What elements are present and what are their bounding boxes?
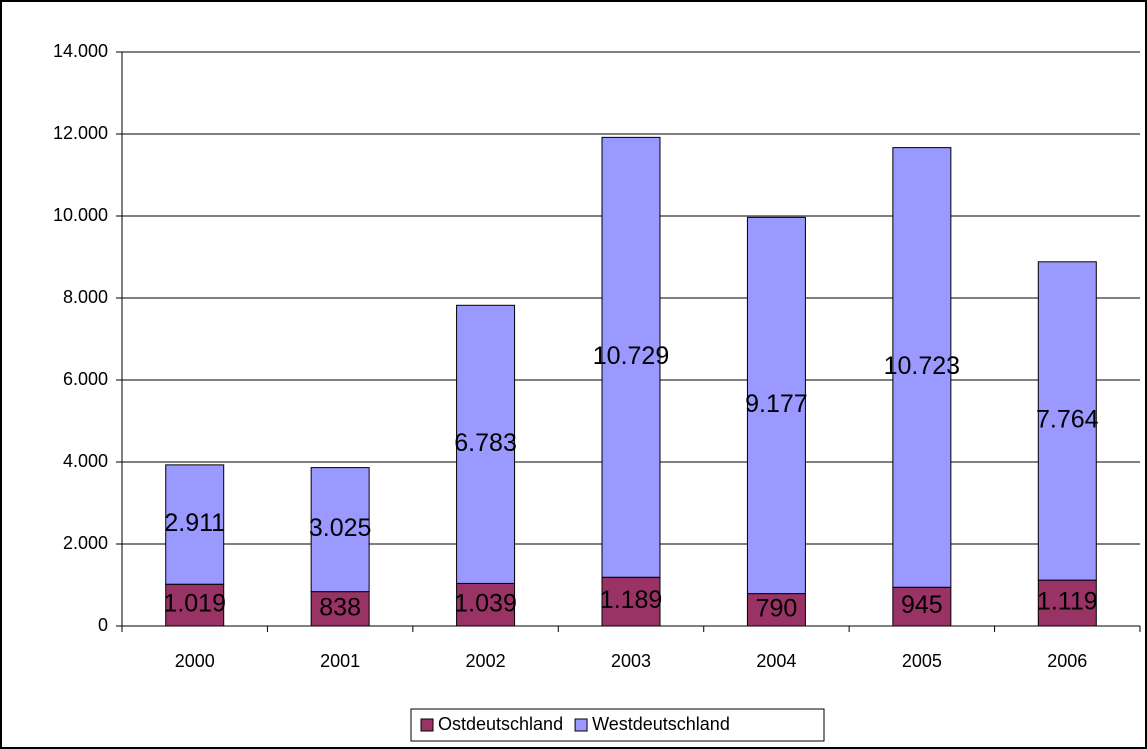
data-label: 7.764: [1036, 406, 1099, 434]
legend-label: Ostdeutschland: [438, 714, 563, 734]
data-label: 10.729: [593, 342, 669, 370]
bar-segment: [746, 216, 806, 595]
data-label: 3.025: [309, 514, 372, 542]
data-label: 838: [319, 593, 361, 621]
data-label: 2.911: [164, 509, 225, 537]
y-tick-label: 8.000: [63, 287, 108, 307]
bar-segment: [601, 576, 661, 627]
bar-segment: [1037, 579, 1097, 627]
x-tick-label: 2002: [466, 651, 506, 671]
x-tick-label: 2001: [320, 651, 360, 671]
data-label: 1.119: [1037, 588, 1098, 616]
y-tick-label: 14.000: [53, 41, 108, 61]
x-tick-label: 2006: [1047, 651, 1087, 671]
y-tick-label: 10.000: [53, 205, 108, 225]
data-label: 1.039: [454, 589, 517, 617]
y-tick-label: 12.000: [53, 123, 108, 143]
y-tick-label: 4.000: [63, 451, 108, 471]
data-label: 1.189: [600, 586, 663, 614]
data-label: 6.783: [454, 429, 517, 457]
bar-segment: [892, 147, 952, 588]
data-label: 1.019: [163, 590, 226, 618]
legend-box: [410, 708, 825, 742]
data-label: 945: [901, 591, 943, 619]
bar-segment: [165, 464, 225, 585]
bar-segment: [746, 593, 806, 627]
legend-swatch: [574, 718, 588, 732]
y-tick-label: 6.000: [63, 369, 108, 389]
data-label: 9.177: [745, 390, 808, 418]
legend-swatch: [420, 718, 434, 732]
x-tick-label: 2003: [611, 651, 651, 671]
bar-segment: [456, 582, 516, 627]
y-tick-label: 2.000: [63, 533, 108, 553]
data-label: 10.723: [884, 352, 960, 380]
bar-segment: [456, 304, 516, 584]
x-tick-label: 2000: [175, 651, 215, 671]
x-tick-label: 2005: [902, 651, 942, 671]
bar-segment: [310, 467, 370, 593]
bar-segment: [601, 136, 661, 578]
bar-segment: [1037, 261, 1097, 581]
legend-label: Westdeutschland: [592, 714, 730, 734]
data-label: 790: [756, 594, 798, 622]
x-tick-label: 2004: [756, 651, 796, 671]
y-tick-label: 0: [98, 615, 108, 635]
